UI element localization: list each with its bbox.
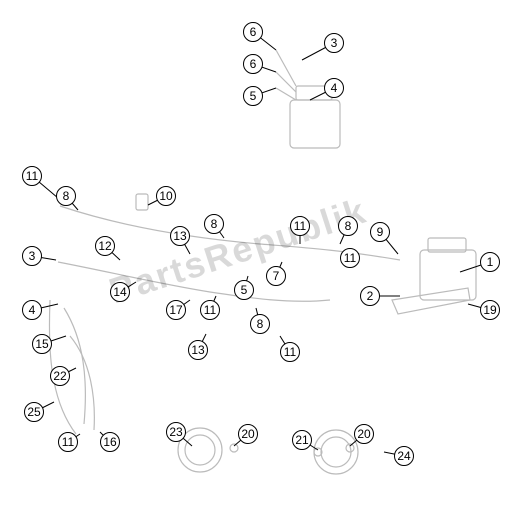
callout-8[interactable]: 8 [250, 314, 270, 334]
callout-11[interactable]: 11 [280, 342, 300, 362]
callout-23[interactable]: 23 [166, 422, 186, 442]
callout-8[interactable]: 8 [204, 214, 224, 234]
callout-label: 25 [27, 406, 40, 418]
callout-20[interactable]: 20 [238, 424, 258, 444]
callout-label: 4 [331, 82, 338, 94]
callout-11[interactable]: 11 [200, 300, 220, 320]
callout-label: 2 [367, 290, 374, 302]
callout-label: 8 [345, 220, 352, 232]
callout-16[interactable]: 16 [100, 432, 120, 452]
callout-22[interactable]: 22 [50, 366, 70, 386]
callout-25[interactable]: 25 [24, 402, 44, 422]
callout-label: 11 [204, 304, 216, 316]
callout-label: 16 [103, 436, 116, 448]
callout-label: 12 [98, 240, 111, 252]
callout-14[interactable]: 14 [110, 282, 130, 302]
callout-11[interactable]: 11 [290, 216, 310, 236]
callout-4[interactable]: 4 [22, 300, 42, 320]
callout-label: 5 [241, 284, 248, 296]
callout-label: 10 [159, 190, 172, 202]
callout-11[interactable]: 11 [340, 248, 360, 268]
callout-label: 6 [250, 26, 257, 38]
callout-label: 11 [294, 220, 306, 232]
callout-label: 6 [250, 58, 257, 70]
callout-label: 13 [173, 230, 186, 242]
callout-label: 15 [35, 338, 48, 350]
callout-label: 9 [377, 226, 384, 238]
callout-11[interactable]: 11 [22, 166, 42, 186]
callout-label: 20 [241, 428, 254, 440]
callout-label: 14 [113, 286, 126, 298]
callout-5[interactable]: 5 [243, 86, 263, 106]
callout-8[interactable]: 8 [56, 186, 76, 206]
callout-21[interactable]: 21 [292, 430, 312, 450]
callout-label: 11 [26, 170, 38, 182]
callout-label: 8 [257, 318, 264, 330]
callout-1[interactable]: 1 [480, 252, 500, 272]
callout-9[interactable]: 9 [370, 222, 390, 242]
callout-label: 22 [53, 370, 66, 382]
callout-label: 1 [487, 256, 494, 268]
callout-label: 5 [250, 90, 257, 102]
callout-4[interactable]: 4 [324, 78, 344, 98]
callout-10[interactable]: 10 [156, 186, 176, 206]
callout-label: 4 [29, 304, 36, 316]
callout-label: 11 [62, 436, 74, 448]
callout-label: 19 [483, 304, 496, 316]
callout-label: 21 [295, 434, 308, 446]
callout-15[interactable]: 15 [32, 334, 52, 354]
callout-19[interactable]: 19 [480, 300, 500, 320]
callout-6[interactable]: 6 [243, 54, 263, 74]
callout-5[interactable]: 5 [234, 280, 254, 300]
callout-label: 11 [284, 346, 296, 358]
callout-8[interactable]: 8 [338, 216, 358, 236]
callout-label: 8 [211, 218, 218, 230]
callout-13[interactable]: 13 [170, 226, 190, 246]
callout-17[interactable]: 17 [166, 300, 186, 320]
callout-label: 13 [191, 344, 204, 356]
callout-label: 24 [397, 450, 410, 462]
callout-2[interactable]: 2 [360, 286, 380, 306]
callout-3[interactable]: 3 [22, 246, 42, 266]
callout-20[interactable]: 20 [354, 424, 374, 444]
callout-11[interactable]: 11 [58, 432, 78, 452]
callout-24[interactable]: 24 [394, 446, 414, 466]
callout-label: 8 [63, 190, 70, 202]
callout-label: 7 [273, 270, 280, 282]
diagram-stage: PartsRepublik 63654118108131181192119312… [0, 0, 508, 506]
callout-label: 20 [357, 428, 370, 440]
callout-label: 11 [344, 252, 356, 264]
callout-label: 3 [29, 250, 36, 262]
callout-3[interactable]: 3 [324, 33, 344, 53]
callout-label: 23 [169, 426, 182, 438]
callout-12[interactable]: 12 [95, 236, 115, 256]
callout-13[interactable]: 13 [188, 340, 208, 360]
callout-6[interactable]: 6 [243, 22, 263, 42]
callout-7[interactable]: 7 [266, 266, 286, 286]
callout-label: 3 [331, 37, 338, 49]
callout-label: 17 [169, 304, 182, 316]
